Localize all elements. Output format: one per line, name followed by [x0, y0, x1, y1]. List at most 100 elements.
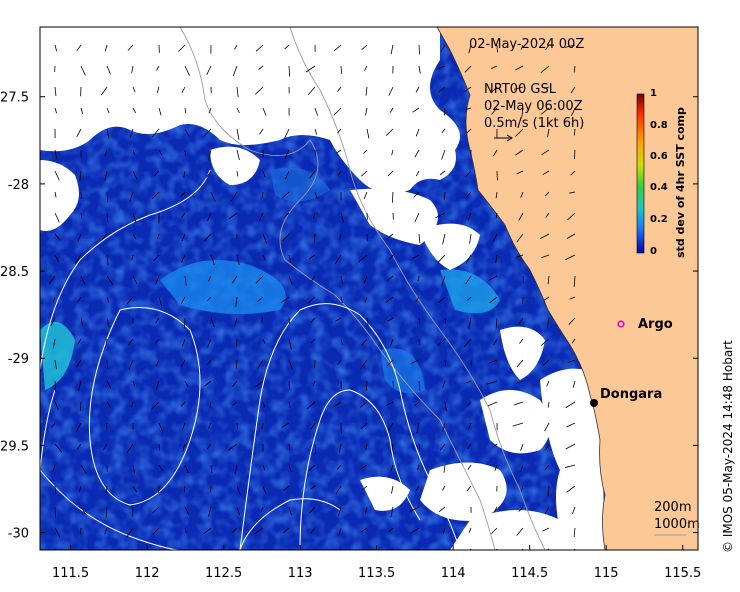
current-vector — [106, 275, 114, 286]
current-vector — [104, 149, 108, 157]
current-vector — [547, 275, 550, 285]
current-vector — [232, 401, 238, 406]
current-vector — [515, 128, 524, 137]
current-vector — [284, 128, 290, 139]
place-argo: Argo — [638, 317, 673, 332]
current-vector — [288, 275, 293, 285]
current-vector — [542, 359, 550, 366]
current-vector — [547, 401, 550, 408]
current-vector — [206, 65, 212, 75]
current-vector — [541, 149, 550, 156]
current-vector — [571, 338, 576, 344]
current-vectors — [48, 44, 576, 550]
current-vector — [418, 443, 421, 452]
current-vector — [465, 191, 472, 199]
current-vector — [153, 254, 160, 262]
current-vector — [80, 107, 84, 114]
current-vector — [157, 233, 160, 240]
current-vector — [495, 254, 498, 264]
current-vector — [440, 44, 446, 53]
current-vector — [234, 464, 238, 475]
current-vector — [184, 275, 187, 286]
x-tick-label: 111.5 — [52, 566, 89, 581]
current-vector — [102, 443, 108, 451]
current-vector — [80, 317, 84, 326]
current-vector — [466, 485, 472, 492]
current-vector — [128, 338, 134, 346]
current-vector — [253, 527, 264, 535]
current-vector — [184, 464, 189, 474]
current-vector — [181, 338, 186, 347]
current-vector — [180, 359, 186, 368]
current-vector — [545, 44, 550, 51]
isobath-1000m — [179, 27, 496, 550]
current-vector — [132, 233, 137, 240]
current-vector — [515, 380, 524, 384]
current-vector — [469, 233, 472, 244]
current-vector — [540, 65, 550, 74]
current-vector — [236, 149, 240, 161]
current-vector — [285, 170, 290, 180]
current-vector — [389, 338, 394, 347]
current-vector — [210, 254, 215, 265]
current-vector — [309, 254, 316, 260]
current-vector — [158, 422, 164, 433]
current-vector — [262, 254, 266, 261]
current-vector — [418, 233, 421, 244]
colorbar-tick: 0.2 — [650, 214, 668, 225]
current-vector — [387, 170, 394, 177]
current-vector — [435, 212, 446, 219]
current-vector — [339, 233, 342, 240]
current-vector — [468, 422, 472, 430]
current-vector — [442, 527, 446, 534]
currents-time: 02-May 06:00Z — [484, 99, 583, 114]
current-vector — [414, 401, 420, 407]
current-vector — [565, 401, 576, 409]
current-vector — [518, 317, 524, 325]
x-tick-label: 114 — [441, 566, 466, 581]
current-vector — [155, 359, 160, 367]
current-vector — [493, 338, 498, 346]
current-vector — [467, 443, 472, 450]
current-vector — [206, 170, 212, 178]
current-vector — [236, 485, 241, 496]
current-vector — [415, 485, 420, 492]
current-vector — [566, 233, 576, 239]
current-vector — [180, 296, 186, 305]
current-vector — [227, 443, 238, 451]
current-vector — [106, 380, 112, 389]
current-vector — [465, 254, 472, 264]
current-vector — [105, 506, 108, 518]
current-vector — [386, 359, 394, 367]
current-vector — [340, 275, 344, 285]
current-vector — [464, 65, 472, 73]
current-vector — [51, 422, 56, 429]
current-vector — [444, 401, 447, 412]
current-vector — [178, 44, 186, 52]
current-vector — [494, 464, 498, 471]
current-vector — [571, 107, 576, 116]
current-vector — [231, 527, 238, 533]
current-vector — [207, 506, 212, 517]
current-vector — [386, 233, 394, 240]
current-vector — [360, 359, 368, 369]
current-vector — [262, 401, 266, 408]
current-vector — [306, 401, 316, 409]
current-vector — [390, 44, 394, 55]
current-vector — [565, 464, 576, 468]
current-vector — [281, 191, 290, 199]
current-vector — [409, 527, 420, 534]
current-vector — [463, 86, 472, 93]
current-vector — [412, 107, 420, 113]
current-vector — [79, 170, 82, 182]
current-vector — [236, 506, 240, 515]
current-vector — [288, 359, 293, 369]
current-vector — [208, 107, 212, 114]
current-vector — [547, 128, 550, 138]
current-vector — [106, 401, 112, 408]
current-vector — [442, 233, 446, 245]
current-vector — [78, 485, 82, 493]
current-vector — [76, 359, 82, 368]
current-vector — [467, 401, 472, 407]
current-vector — [337, 128, 342, 134]
